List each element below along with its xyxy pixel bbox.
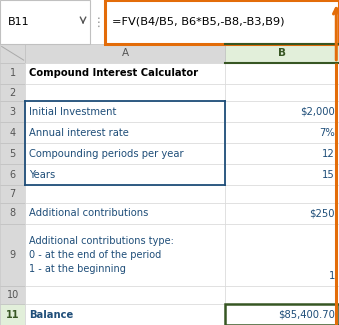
- Bar: [25, 185, 224, 203]
- Bar: [0, 0, 90, 44]
- Bar: [0, 44, 25, 63]
- Bar: [25, 203, 224, 224]
- Bar: [25, 164, 224, 185]
- Bar: [0, 185, 25, 203]
- Text: 7: 7: [9, 189, 16, 199]
- Bar: [0, 63, 25, 84]
- Bar: [224, 44, 339, 63]
- Text: 12: 12: [322, 149, 335, 159]
- Bar: [25, 143, 224, 164]
- Bar: [0, 101, 25, 122]
- Bar: [0, 203, 25, 224]
- Bar: [0, 164, 25, 185]
- Text: Additional contributions: Additional contributions: [29, 208, 149, 218]
- Text: 8: 8: [9, 208, 16, 218]
- Bar: [224, 224, 339, 286]
- Bar: [25, 84, 224, 101]
- Text: 2: 2: [9, 87, 16, 98]
- Bar: [25, 44, 224, 63]
- Text: Additional contributions type:
0 - at the end of the period
1 - at the beginning: Additional contributions type: 0 - at th…: [29, 236, 174, 274]
- Bar: [25, 63, 224, 84]
- Bar: [105, 0, 339, 44]
- Text: A: A: [121, 48, 128, 58]
- Text: 9: 9: [9, 250, 16, 260]
- Text: Balance: Balance: [29, 309, 74, 319]
- Bar: [224, 286, 339, 304]
- Text: Compound Interest Calculator: Compound Interest Calculator: [29, 68, 199, 78]
- Bar: [224, 84, 339, 101]
- Text: 10: 10: [6, 290, 19, 300]
- Bar: [25, 101, 224, 122]
- Text: 1: 1: [328, 271, 335, 281]
- Bar: [224, 63, 339, 84]
- Bar: [0, 304, 25, 325]
- Text: Years: Years: [29, 170, 56, 179]
- Bar: [224, 143, 339, 164]
- Text: Annual interest rate: Annual interest rate: [29, 128, 129, 138]
- Text: Compounding periods per year: Compounding periods per year: [29, 149, 184, 159]
- Text: 7%: 7%: [319, 128, 335, 138]
- Bar: [0, 84, 25, 101]
- Text: ⋮: ⋮: [93, 15, 104, 29]
- Bar: [25, 122, 224, 143]
- Bar: [0, 286, 25, 304]
- Bar: [0, 143, 25, 164]
- Bar: [25, 304, 224, 325]
- Text: $2,000: $2,000: [300, 107, 335, 117]
- Bar: [0, 122, 25, 143]
- Text: Initial Investment: Initial Investment: [29, 107, 117, 117]
- Text: 11: 11: [6, 309, 19, 319]
- Text: 5: 5: [9, 149, 16, 159]
- Bar: [224, 304, 339, 325]
- Bar: [0, 224, 25, 286]
- Text: 4: 4: [9, 128, 16, 138]
- Bar: [224, 185, 339, 203]
- Bar: [224, 203, 339, 224]
- Text: B11: B11: [7, 17, 29, 27]
- Text: 1: 1: [9, 68, 16, 78]
- Text: B: B: [278, 48, 286, 58]
- Text: $85,400.70: $85,400.70: [278, 309, 335, 319]
- Text: 3: 3: [9, 107, 16, 117]
- Bar: [224, 101, 339, 122]
- Bar: [224, 164, 339, 185]
- Text: =FV(B4/B5, B6*B5,-B8,-B3,B9): =FV(B4/B5, B6*B5,-B8,-B3,B9): [112, 17, 284, 27]
- Text: $250: $250: [310, 208, 335, 218]
- Bar: [25, 286, 224, 304]
- Text: 6: 6: [9, 170, 16, 179]
- Text: 15: 15: [322, 170, 335, 179]
- Bar: [25, 224, 224, 286]
- Bar: [224, 122, 339, 143]
